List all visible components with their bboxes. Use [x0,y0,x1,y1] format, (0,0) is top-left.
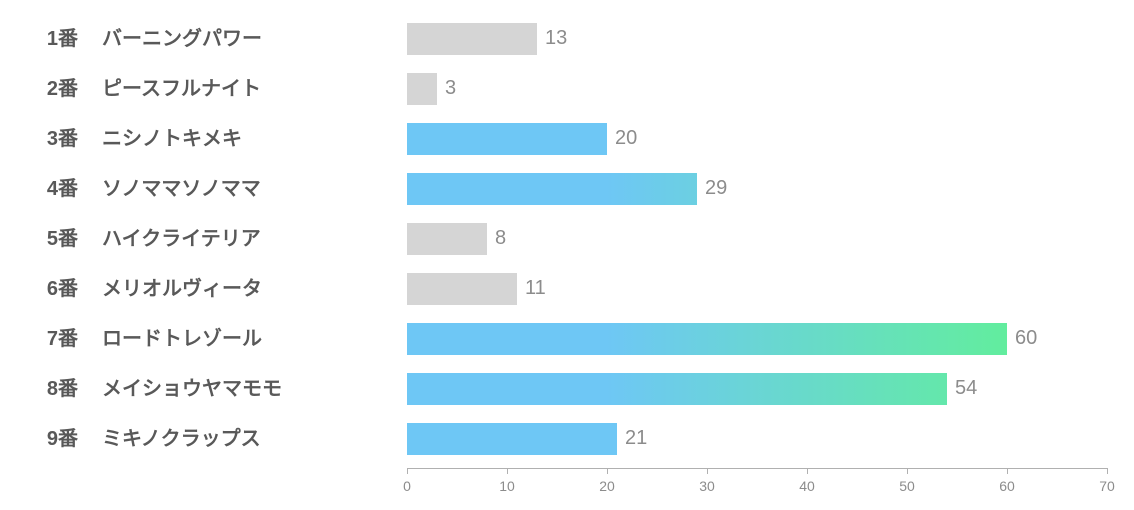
bar [407,323,1007,355]
bar [407,373,947,405]
row-name: ソノママソノママ [102,172,261,201]
bar [407,423,617,455]
x-tick-label: 50 [899,478,915,494]
row-name: ミキノクラップス [102,422,261,451]
row-number: 7番 [20,322,78,351]
bar [407,173,697,205]
bar-value-label: 11 [525,277,546,300]
bar-value-label: 21 [625,427,647,450]
row-name: メイショウヤマモモ [102,372,282,401]
row-name: ニシノトキメキ [102,122,242,151]
bar [407,73,437,105]
x-tick-label: 40 [799,478,815,494]
bar-value-label: 20 [615,127,637,150]
row-name: ピースフルナイト [102,72,261,101]
x-tick-label: 60 [999,478,1015,494]
bar [407,273,517,305]
x-tick [607,468,608,474]
x-tick [807,468,808,474]
x-axis-line [407,468,1107,469]
row-label: 5番ハイクライテリア [20,222,261,251]
row-label: 1番バーニングパワー [20,22,262,51]
row-label: 3番ニシノトキメキ [20,122,242,151]
row-number: 6番 [20,272,78,301]
x-tick [1107,468,1108,474]
bar-value-label: 29 [705,177,727,200]
row-number: 9番 [20,422,78,451]
row-name: ロードトレゾール [102,322,262,351]
row-number: 5番 [20,222,78,251]
row-label: 9番ミキノクラップス [20,422,261,451]
row-number: 1番 [20,22,78,51]
x-tick [507,468,508,474]
row-number: 2番 [20,72,78,101]
x-tick-label: 10 [499,478,515,494]
horizontal-bar-chart: 1番バーニングパワー 2番ピースフルナイト 3番ニシノトキメキ 4番ソノママソノママ 5… [0,0,1134,510]
row-label: 8番メイショウヤマモモ [20,372,282,401]
x-tick [707,468,708,474]
row-name: ハイクライテリア [102,222,261,251]
bar [407,223,487,255]
plot-area: 0102030405060701332029811605421 [407,18,1107,508]
row-label: 7番ロードトレゾール [20,322,262,351]
bar-value-label: 8 [495,227,506,250]
x-tick [1007,468,1008,474]
x-tick-label: 30 [699,478,715,494]
row-number: 3番 [20,122,78,151]
row-label: 4番ソノママソノママ [20,172,261,201]
x-tick [407,468,408,474]
row-name: バーニングパワー [102,22,262,51]
bar [407,123,607,155]
row-number: 8番 [20,372,78,401]
row-label: 2番ピースフルナイト [20,72,261,101]
row-label: 6番メリオルヴィータ [20,272,262,301]
x-tick-label: 20 [599,478,615,494]
bar [407,23,537,55]
x-tick-label: 0 [403,478,411,494]
row-name: メリオルヴィータ [102,272,262,301]
bar-value-label: 60 [1015,327,1037,350]
bar-value-label: 13 [545,27,567,50]
x-tick-label: 70 [1099,478,1115,494]
row-number: 4番 [20,172,78,201]
x-tick [907,468,908,474]
bar-value-label: 54 [955,377,977,400]
bar-value-label: 3 [445,77,456,100]
